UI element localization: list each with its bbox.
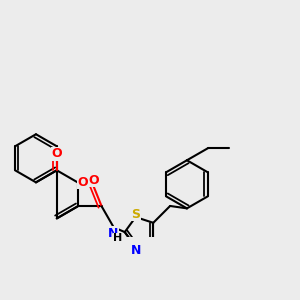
Text: O: O — [52, 147, 62, 160]
Text: O: O — [88, 174, 99, 187]
Text: H: H — [113, 233, 122, 243]
Text: N: N — [131, 244, 142, 257]
Text: N: N — [108, 226, 118, 240]
Text: S: S — [131, 208, 140, 221]
Text: O: O — [77, 176, 88, 189]
